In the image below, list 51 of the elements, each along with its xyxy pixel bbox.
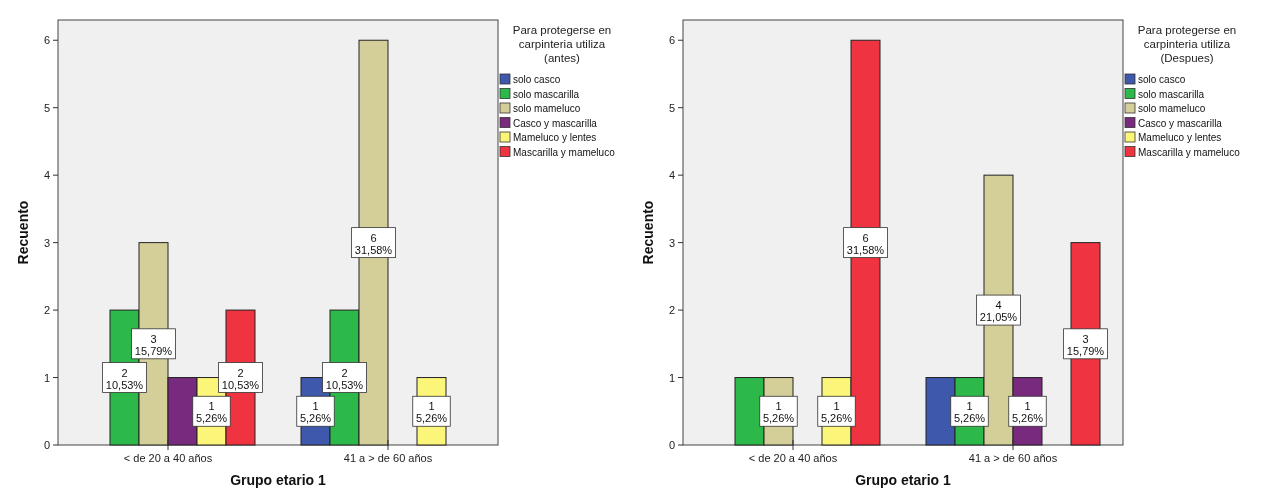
y-tick-label: 3 xyxy=(43,236,50,249)
y-tick-label: 6 xyxy=(43,34,50,47)
y-tick-label: 6 xyxy=(668,34,675,47)
x-axis-title: Grupo etario 1 xyxy=(230,472,327,488)
legend-title: Para protegerse en carpinteria utiliza (Despues) xyxy=(1137,24,1237,64)
y-tick-label: 0 xyxy=(668,439,675,451)
y-axis-title: Recuento xyxy=(15,200,31,265)
data-label: 3 15,79% xyxy=(134,332,173,357)
legend-label: solo mameluco xyxy=(1138,103,1206,114)
y-tick-label: 1 xyxy=(668,371,675,384)
y-axis-title: Recuento xyxy=(640,200,656,265)
legend-label: Casco y mascarilla xyxy=(1138,117,1223,129)
data-label: 1 5,26% xyxy=(299,400,332,425)
y-tick-label: 2 xyxy=(43,304,50,317)
legend-label: Casco y mascarilla xyxy=(513,117,598,129)
data-label: 2 10,53% xyxy=(105,366,144,391)
data-label: 6 31,58% xyxy=(354,231,393,256)
data-label: 1 5,26% xyxy=(415,400,448,425)
data-label: 6 31,58% xyxy=(846,231,885,256)
legend-label: solo casco xyxy=(1138,74,1186,85)
x-tick-label: < de 20 a 40 años xyxy=(748,452,838,464)
legend-label: Mameluco y lentes xyxy=(1138,132,1222,143)
data-label: 1 5,26% xyxy=(762,400,795,425)
data-label: 2 10,53% xyxy=(221,366,260,391)
legend-label: solo mameluco xyxy=(513,103,581,114)
legend-label: solo mascarilla xyxy=(513,88,580,100)
data-label: 3 15,79% xyxy=(1066,332,1105,357)
x-axis-title: Grupo etario 1 xyxy=(855,472,952,488)
y-tick-label: 4 xyxy=(43,169,50,182)
y-tick-label: 5 xyxy=(43,101,50,114)
data-label: 4 21,05% xyxy=(979,299,1018,324)
data-label: 2 10,53% xyxy=(325,366,364,391)
legend-label: solo casco xyxy=(513,74,561,85)
data-label: 1 5,26% xyxy=(953,400,986,425)
x-tick-label: 41 a > de 60 años xyxy=(968,452,1058,464)
legend-label: solo mascarilla xyxy=(1138,88,1205,100)
x-tick-label: 41 a > de 60 años xyxy=(343,452,433,464)
y-tick-label: 4 xyxy=(668,169,675,182)
y-tick-label: 0 xyxy=(43,439,50,451)
y-tick-label: 2 xyxy=(668,304,675,317)
data-label: 1 5,26% xyxy=(195,400,228,425)
y-tick-label: 5 xyxy=(668,101,675,114)
legend-title: Para protegerse en carpinteria utiliza (antes) xyxy=(512,24,612,64)
legend-label: Mascarilla y mameluco xyxy=(1138,146,1241,158)
data-label: 1 5,26% xyxy=(1011,400,1044,425)
legend-label: Mascarilla y mameluco xyxy=(513,146,616,158)
data-label: 1 5,26% xyxy=(820,400,853,425)
y-tick-label: 1 xyxy=(43,371,50,384)
y-tick-label: 3 xyxy=(668,236,675,249)
x-tick-label: < de 20 a 40 años xyxy=(123,452,213,464)
legend-label: Mameluco y lentes xyxy=(513,132,597,143)
